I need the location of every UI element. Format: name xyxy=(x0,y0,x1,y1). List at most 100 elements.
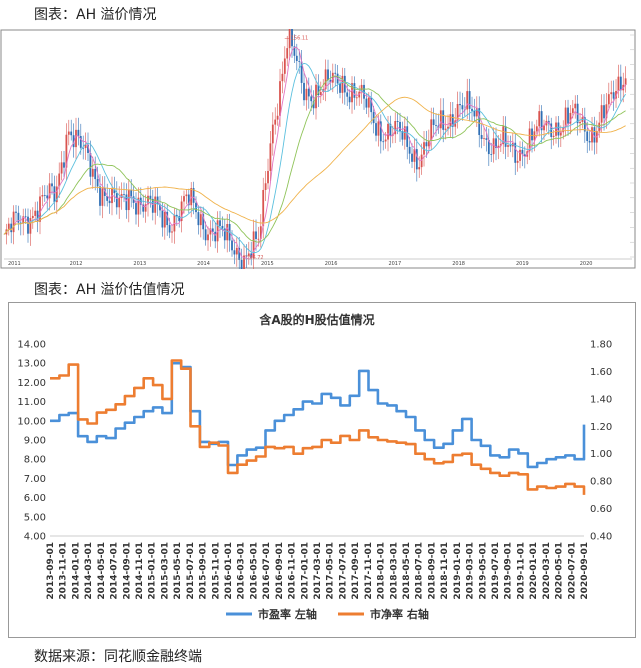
candle-body xyxy=(168,225,171,233)
chart1-x-tick-label: 2012 xyxy=(70,261,83,267)
candle-body xyxy=(382,141,385,143)
candle-body xyxy=(144,204,147,212)
candle-body xyxy=(495,138,497,148)
x-tick-label: 2020-01-01 xyxy=(529,542,539,600)
candle-body xyxy=(115,193,118,208)
candle-body xyxy=(569,112,572,124)
chart1-caption: 图表：AH 溢价情况 xyxy=(34,7,157,23)
chart1-annotation: 156.11 xyxy=(291,36,309,42)
candle-body xyxy=(339,83,341,93)
x-tick-label: 2020-09-01 xyxy=(580,542,590,600)
candle-body xyxy=(624,78,627,85)
ma-short-line xyxy=(3,46,626,260)
candle-body xyxy=(70,131,73,136)
chart1-x-tick-label: 2017 xyxy=(388,261,401,267)
candle-body xyxy=(295,55,298,61)
candle-body xyxy=(159,204,161,211)
candle-body xyxy=(142,204,145,212)
candle-body xyxy=(475,108,478,117)
candle-body xyxy=(48,183,51,199)
x-tick-label: 2018-03-01 xyxy=(389,542,399,600)
chart1-x-tick-label: 2019 xyxy=(516,261,529,267)
candle-body xyxy=(583,117,586,132)
candle-body xyxy=(127,190,130,211)
candle-body xyxy=(39,196,41,222)
candle-body xyxy=(60,162,63,174)
candle-body xyxy=(586,131,589,142)
candle-body xyxy=(7,223,10,230)
candle-body xyxy=(137,197,140,215)
candle-body xyxy=(207,234,209,241)
x-tick-label: 2017-05-01 xyxy=(326,542,336,600)
candle-body xyxy=(317,84,320,95)
candle-body xyxy=(312,101,315,109)
candle-body xyxy=(341,75,344,93)
candle-body xyxy=(375,123,377,136)
candle-body xyxy=(259,226,262,239)
candle-body xyxy=(411,153,413,162)
candle-body xyxy=(355,97,358,99)
x-tick-label: 2017-07-01 xyxy=(338,542,348,600)
candle-body xyxy=(51,183,53,187)
x-tick-label: 2020-07-01 xyxy=(567,542,577,600)
candle-body xyxy=(401,130,404,140)
candle-body xyxy=(96,179,99,187)
candle-body xyxy=(442,110,445,130)
data-source: 数据来源：同花顺金融终端 xyxy=(34,649,202,665)
candle-body xyxy=(41,194,44,197)
candle-body xyxy=(279,81,281,116)
candle-body xyxy=(523,154,526,157)
chart1-x-tick-label: 2018 xyxy=(452,261,465,267)
candle-body xyxy=(605,104,608,119)
x-tick-label: 2019-11-01 xyxy=(516,542,526,600)
candle-body xyxy=(298,60,301,62)
candle-body xyxy=(444,128,447,130)
candle-body xyxy=(468,91,471,109)
candle-body xyxy=(252,231,255,259)
x-tick-label: 2020-05-01 xyxy=(555,542,565,600)
y-left-tick-label: 14.00 xyxy=(17,340,46,351)
candle-body xyxy=(425,142,428,147)
candle-body xyxy=(22,216,25,224)
candle-body xyxy=(233,250,236,255)
candle-body xyxy=(190,188,193,206)
candle-body xyxy=(451,114,454,127)
candle-body xyxy=(125,194,128,211)
candle-body xyxy=(231,240,233,251)
candle-body xyxy=(567,107,569,124)
x-tick-label: 2015-03-01 xyxy=(160,542,170,600)
chart1-frame xyxy=(0,29,636,269)
candle-body xyxy=(427,141,430,147)
x-tick-label: 2015-07-01 xyxy=(186,542,196,600)
candle-body xyxy=(379,121,382,142)
candle-body xyxy=(243,255,245,271)
candle-body xyxy=(576,103,579,124)
candle-body xyxy=(67,131,70,135)
candle-body xyxy=(286,48,289,59)
pe-series-line xyxy=(50,361,586,469)
candle-body xyxy=(351,83,353,103)
candle-body xyxy=(24,216,27,218)
x-tick-label: 2015-05-01 xyxy=(173,542,183,600)
y-left-tick-label: 4.00 xyxy=(24,532,46,543)
candle-body xyxy=(106,195,109,201)
candle-body xyxy=(101,188,104,206)
x-tick-label: 2014-01-01 xyxy=(71,542,81,600)
x-tick-label: 2014-03-01 xyxy=(84,542,94,600)
candle-body xyxy=(487,139,490,155)
candle-body xyxy=(293,46,296,56)
candle-body xyxy=(307,88,310,97)
y-right-tick-label: 1.80 xyxy=(590,340,612,351)
chart1-x-tick-label: 2020 xyxy=(580,261,593,267)
candle-body xyxy=(87,144,89,153)
candle-body xyxy=(367,97,370,108)
candle-body xyxy=(267,170,269,184)
candle-body xyxy=(334,72,337,74)
candle-body xyxy=(19,222,22,224)
candle-body xyxy=(209,228,212,235)
x-tick-label: 2018-09-01 xyxy=(427,542,437,600)
candle-body xyxy=(291,27,293,47)
ma-mid-line xyxy=(3,62,626,253)
ah-valuation-svg: 含A股的H股估值情况 4.00 5.00 6.00 7.00 8.00 9.00 10.00 1… xyxy=(8,302,636,638)
candle-body xyxy=(183,196,185,202)
